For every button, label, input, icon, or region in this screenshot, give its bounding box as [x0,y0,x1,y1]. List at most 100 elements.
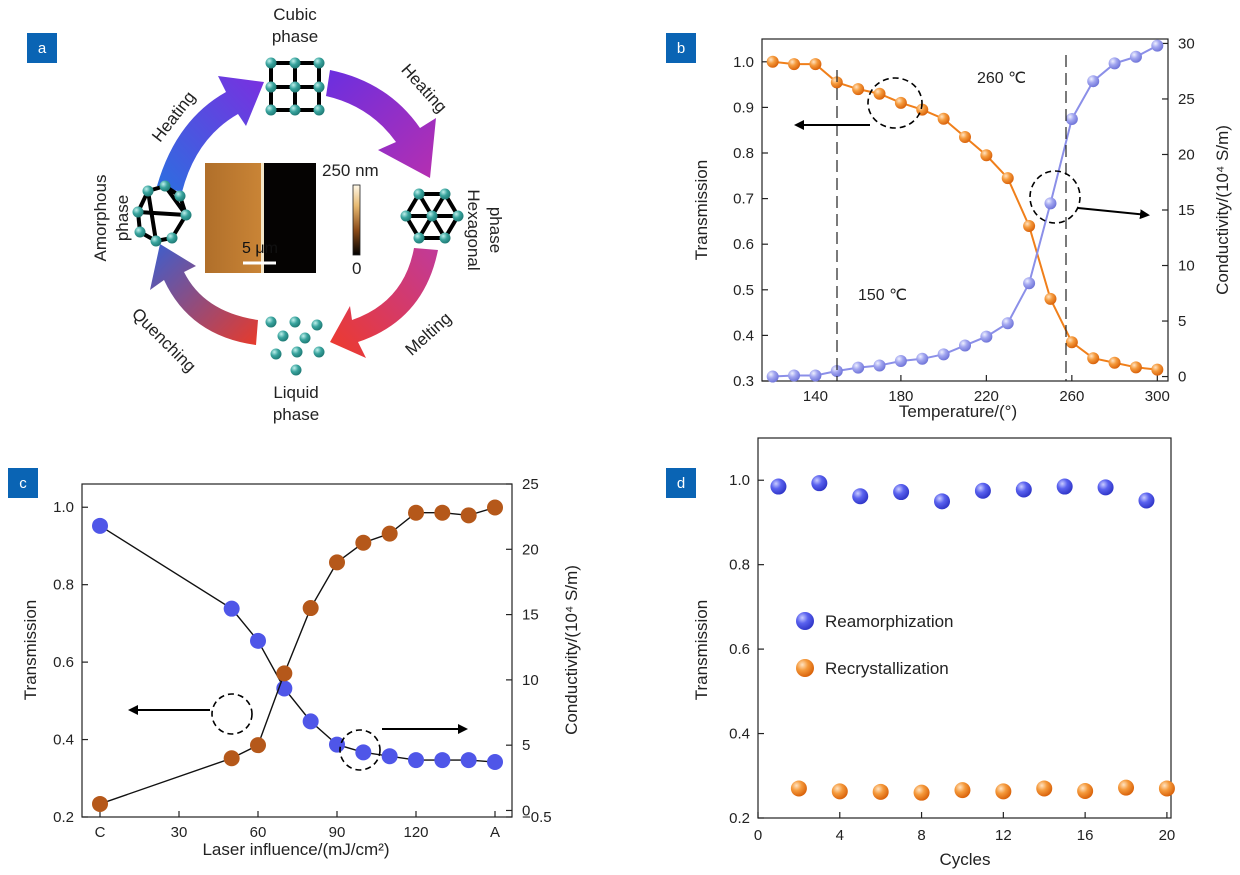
cubic-phase-label-1: Cubic [273,5,317,24]
x-tick-label-c: 120 [403,824,428,841]
data-point-b-0 [937,112,950,125]
y-tick-label-b: 0.6 [733,236,754,253]
data-point-b-1 [788,369,801,382]
y-tick-label-c: 0.4 [53,732,74,749]
x-tick-label-d: 12 [995,827,1012,844]
hexagonal-phase-label-2: phase [486,207,505,253]
y2-tick-label-c: 25 [522,476,539,493]
panel-c: c C 30 60 90 120 A 0.2 0.4 0.6 0.8 1.0 −0.50 5 10 15 20… [8,468,581,859]
y-tick-label-d: 0.4 [729,726,750,743]
ticks-c: C 30 60 90 120 A 0.2 0.4 0.6 0.8 1.0 −0.50 5 10 15 20 25 [53,476,551,841]
y-tick-label-d: 0.8 [729,557,750,574]
y2-tick-label-b: 25 [1178,91,1195,108]
colorbar-min-label: 0 [352,259,361,278]
panel-a: a Heating Heating Melting Quenching Cubi… [27,5,505,424]
dashed-circle-right-c [339,729,381,771]
data-point-b-0 [873,87,886,100]
data-point-d-1 [790,780,807,797]
y-tick-label-b: 0.3 [733,373,754,390]
data-point-b-0 [1151,363,1164,376]
data-point-b-1 [1044,197,1057,210]
data-point-b-1 [1151,39,1164,52]
data-point-c-0 [408,752,424,769]
arrow-to-right-axis [1077,207,1150,220]
ticks-d: 0 4 8 12 16 20 0.2 0.4 0.6 0.8 1.0 [729,472,1175,844]
data-point-c-1 [355,534,372,551]
panel-badge-d [666,468,696,498]
y-tick-label-d: 0.6 [729,641,750,658]
y-tick-label-b: 0.5 [733,282,754,299]
data-point-c-0 [302,713,319,730]
y-tick-label-d: 1.0 [729,472,750,489]
y2-tick-label-c: 15 [522,607,539,624]
data-point-b-0 [1087,352,1100,365]
dashed-circle-left [867,77,923,129]
data-point-c-0 [355,744,372,761]
melting-label: Melting [402,309,455,360]
data-point-d-0 [1138,492,1155,509]
x-tick-label-d: 4 [836,827,844,844]
panel-label-a: a [38,40,47,57]
data-point-d-0 [1097,479,1114,496]
data-point-b-1 [1087,75,1100,88]
data-point-c-0 [223,600,240,617]
data-point-b-0 [1001,172,1014,185]
data-point-d-0 [770,478,787,495]
data-point-d-1 [1077,782,1094,799]
legend-d: Reamorphization Recrystallization [796,612,954,678]
y2-tick-label-c: −0.5 [522,809,552,826]
marks-d [770,475,1175,801]
panel-b: b 140 180 220 260 3000.30.40.50.60.70.80.91.… [666,33,1232,421]
quenching-arrow [150,244,258,345]
x-tick-label-c: 90 [329,824,346,841]
y2-tick-label-c: 10 [522,672,539,689]
data-point-d-1 [831,783,848,800]
data-point-b-1 [980,330,993,343]
y-tick-label-c: 1.0 [53,499,74,516]
legend-swatch-reamorphization [796,612,814,630]
panel-badge-a [27,33,57,63]
y2-axis-label-b: Conductivity/(10⁴ S/m) [1213,125,1232,295]
y-axis-label-b: Transmission [692,160,711,260]
data-point-b-1 [1023,277,1036,290]
y2-tick-label-c: 20 [522,541,539,558]
dashed-circle-right [1029,170,1081,224]
data-point-b-0 [766,55,779,68]
melting-arrow [330,248,438,358]
data-point-b-0 [1044,292,1057,305]
legend-swatch-recrystallization [796,659,814,677]
annotation-260: 260 ℃ [977,70,1026,87]
amorphous-phase-label-2: phase [113,195,132,241]
data-point-d-0 [974,482,991,499]
data-point-b-0 [980,149,993,162]
data-point-d-1 [872,783,889,800]
data-point-d-1 [1036,780,1053,797]
dashed-circle-left-c [211,693,253,735]
x-tick-label-d: 8 [917,827,925,844]
liquid-phase-label-1: Liquid [273,383,318,402]
panel-label-b: b [677,40,685,57]
data-point-b-0 [809,58,822,71]
liquid-atoms [265,316,325,376]
y-tick-label-c: 0.2 [53,809,74,826]
data-point-b-0 [830,76,843,89]
x-axis-label-d: Cycles [939,850,990,869]
data-point-b-1 [766,370,779,383]
hexagonal-lattice [400,188,464,244]
data-point-c-1 [329,554,345,571]
y2-tick-label-b: 30 [1178,35,1195,52]
data-point-d-1 [954,782,971,799]
x-tick-label-d: 0 [754,827,762,844]
legend-label-reamorphization: Reamorphization [825,612,954,631]
y2-tick-label-b: 15 [1178,202,1195,219]
afm-image: 5 μm [205,163,316,273]
data-point-c-1 [302,600,319,617]
data-point-d-0 [852,488,869,505]
panel-badge-b [666,33,696,63]
data-point-b-0 [1065,336,1078,349]
data-point-b-1 [1129,50,1142,63]
y-tick-label-c: 0.6 [53,654,74,671]
panel-badge-c [8,468,38,498]
x-tick-label-c: 60 [250,824,267,841]
